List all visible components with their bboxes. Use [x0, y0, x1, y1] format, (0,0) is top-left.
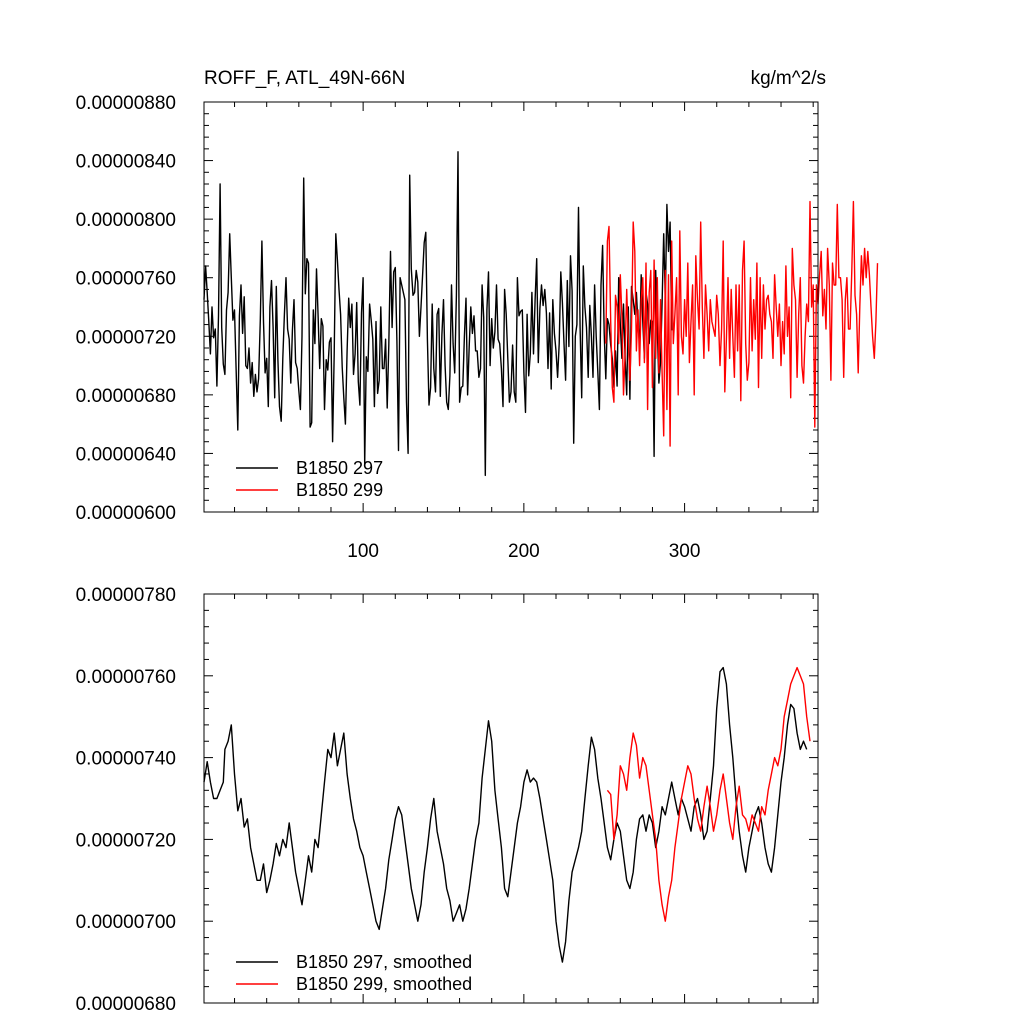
legend-label-2: B1850 299 [296, 480, 383, 500]
y-tick-label: 0.00000760 [76, 269, 176, 290]
y-tick-label: 0.00000780 [76, 585, 176, 606]
chart-title: ROFF_F, ATL_49N-66N [204, 68, 405, 89]
y-tick-label: 0.00000760 [76, 667, 176, 688]
top-plot-frame [203, 101, 819, 513]
x-tick-label: 100 [347, 541, 379, 562]
series-line-2 [605, 200, 879, 447]
series-line-1 [203, 666, 808, 963]
legend-label-1: B1850 297, smoothed [296, 952, 472, 972]
x-tick-label: 300 [669, 541, 701, 562]
top-panel: ROFF_F, ATL_49N-66N kg/m^2/s 0.000006000… [76, 68, 879, 562]
y-tick-label: 0.00000700 [76, 912, 176, 933]
units-label: kg/m^2/s [751, 68, 826, 89]
bottom-panel-series [203, 666, 811, 963]
bottom-panel: 0.00000680 0.00000700 0.00000720 0.00000740… [76, 585, 819, 1015]
x-tick-label: 200 [508, 541, 540, 562]
y-tick-label: 0.00000680 [76, 994, 176, 1015]
y-tick-label: 0.00000640 [76, 444, 176, 465]
bottom-plot-frame [203, 593, 819, 1004]
bottom-panel-ticks: 0.00000680 0.00000700 0.00000720 0.00000740… [76, 585, 818, 1015]
y-tick-label: 0.00000880 [76, 93, 176, 114]
y-tick-label: 0.00000840 [76, 152, 176, 173]
top-panel-series [203, 151, 879, 477]
legend-label-2: B1850 299, smoothed [296, 974, 472, 994]
y-tick-label: 0.00000720 [76, 327, 176, 348]
y-tick-label: 0.00000800 [76, 210, 176, 231]
top-panel-ticks: 0.00000600 0.00000640 0.00000680 0.00000720… [76, 93, 818, 562]
y-tick-label: 0.00000740 [76, 749, 176, 770]
y-tick-label: 0.00000600 [76, 503, 176, 524]
series-line-2 [606, 666, 811, 922]
legend-label-1: B1850 297 [296, 458, 383, 478]
series-line-1 [203, 151, 673, 477]
y-tick-label: 0.00000680 [76, 386, 176, 407]
y-tick-label: 0.00000720 [76, 830, 176, 851]
